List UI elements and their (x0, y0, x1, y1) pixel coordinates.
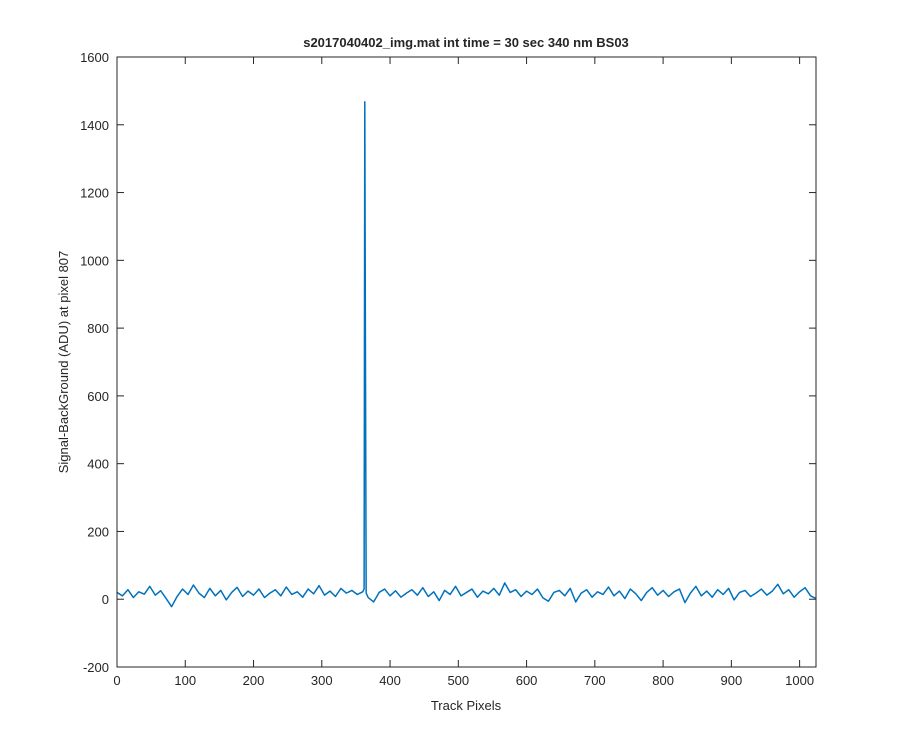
x-tick-label: 900 (721, 673, 743, 688)
y-tick-label: 1000 (80, 253, 109, 268)
plot-frame (116, 56, 817, 668)
y-tick-label: 200 (87, 524, 109, 539)
x-tick-label: 100 (174, 673, 196, 688)
x-tick-label: 700 (584, 673, 606, 688)
y-tick-label: 1200 (80, 186, 109, 201)
y-tick-label: 400 (87, 457, 109, 472)
y-tick-label: 0 (102, 592, 109, 607)
data-line (116, 100, 817, 608)
x-tick-label: 200 (243, 673, 265, 688)
x-tick-label: 600 (516, 673, 538, 688)
x-tick-label: 400 (379, 673, 401, 688)
y-axis-label: Signal-BackGround (ADU) at pixel 807 (56, 251, 71, 474)
x-axis-label: Track Pixels (431, 698, 502, 713)
y-tick-label: 600 (87, 389, 109, 404)
x-tick-label: 500 (447, 673, 469, 688)
x-tick-label: 0 (113, 673, 120, 688)
y-tick-label: -200 (83, 660, 109, 675)
y-tick-label: 1600 (80, 50, 109, 65)
chart-title: s2017040402_img.mat int time = 30 sec 34… (303, 35, 629, 50)
x-tick-label: 1000 (785, 673, 814, 688)
y-tick-label: 800 (87, 321, 109, 336)
x-tick-label: 300 (311, 673, 333, 688)
x-tick-label: 800 (652, 673, 674, 688)
y-tick-label: 1400 (80, 118, 109, 133)
